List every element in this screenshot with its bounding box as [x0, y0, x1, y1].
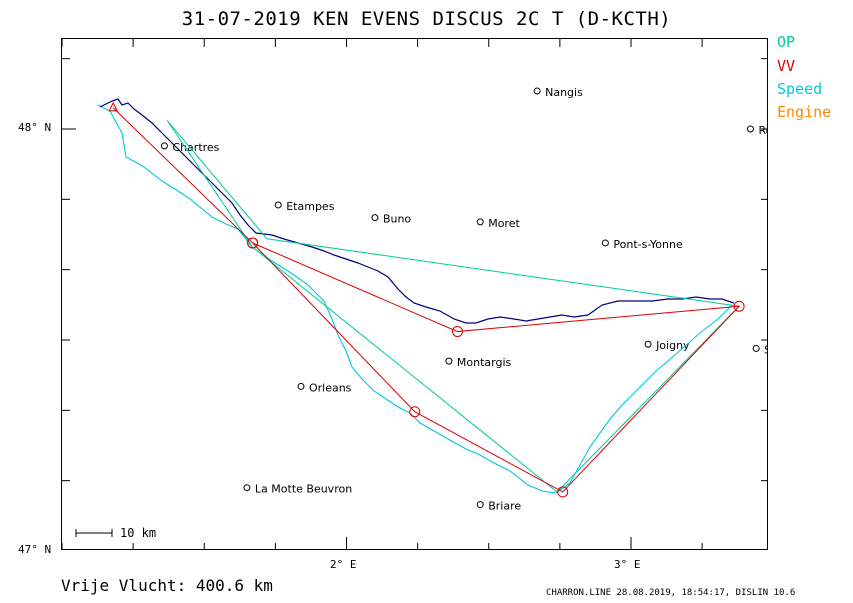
town-label: Moret: [488, 217, 520, 230]
turnpoint-circle: [557, 486, 569, 498]
town-label: Briare: [488, 500, 521, 513]
turnpoint-circle: [733, 300, 745, 312]
town-marker: [445, 357, 453, 365]
town-label: Chartres: [172, 141, 219, 154]
town-label: Montargis: [457, 356, 512, 369]
town-label: Etampes: [286, 200, 334, 213]
town-marker: [371, 214, 379, 222]
town-label: Pont-s-Yonne: [613, 238, 683, 251]
town-etampes: Etampes: [274, 200, 335, 213]
map-title: 31-07-2019 KEN EVENS DISCUS 2C T (D-KCTH…: [181, 8, 672, 30]
op-task-line: [166, 120, 741, 493]
town-marker: [243, 484, 251, 492]
town-marker: [297, 382, 305, 390]
footer-info: CHARRON.LINE 28.08.2019, 18:54:17, DISLI…: [546, 588, 796, 598]
town-marker: [476, 501, 484, 509]
flight-track: [99, 98, 735, 324]
map-frame: Nangis Chartres Etampes Buno Moret Pont-s-Yon…: [61, 38, 768, 550]
scale-bar: [75, 529, 113, 537]
town-chartres: Chartres: [160, 141, 220, 154]
town-marker: [601, 239, 609, 247]
turnpoint-markers: [108, 101, 745, 498]
speed-trace: [97, 104, 733, 494]
town-marker: [160, 142, 168, 150]
town-marker: [533, 87, 541, 95]
turnpoint-circle: [247, 237, 259, 249]
turnpoint-circle: [409, 406, 421, 418]
town-briare: Briare: [476, 500, 521, 513]
town-orleans: Orleans: [297, 381, 352, 394]
town-moret: Moret: [476, 217, 520, 230]
y-label-47n: 47° N: [18, 543, 52, 556]
x-label-2e: 2° E: [330, 558, 357, 571]
legend-vv: VV: [777, 57, 796, 75]
town-montargis: Montargis: [445, 356, 512, 369]
map-canvas: Nangis Chartres Etampes Buno Moret Pont-s-Yon…: [62, 39, 768, 549]
town-marker: [644, 340, 652, 348]
town-nangis: Nangis: [533, 86, 583, 99]
town-marker: [752, 344, 760, 352]
legend-op: OP: [777, 33, 796, 51]
town-la-motte-beuvron: La Motte Beuvron: [243, 483, 352, 496]
legend-engine: Engine: [777, 103, 832, 121]
town-pont-s-yonne: Pont-s-Yonne: [601, 238, 683, 251]
axis-ticks: [62, 39, 767, 549]
x-label-3e: 3° E: [614, 558, 641, 571]
legend-speed: Speed: [777, 80, 823, 98]
scale-bar-label: 10 km: [120, 526, 157, 540]
town-buno: Buno: [371, 213, 411, 226]
town-label: Nangis: [545, 86, 583, 99]
vv-task-line: [112, 107, 741, 493]
start-triangle: [108, 101, 119, 112]
town-marker: [476, 218, 484, 226]
town-label: S: [764, 343, 768, 356]
town-marker: [746, 125, 754, 133]
town-s: S: [752, 343, 768, 356]
town-label: Ro: [758, 124, 768, 137]
town-label: La Motte Beuvron: [255, 483, 352, 496]
town-marker: [274, 201, 282, 209]
turnpoint-circle: [451, 326, 463, 338]
distance-label: Vrije Vlucht: 400.6 km: [61, 576, 273, 595]
town-ro: Ro: [746, 124, 768, 137]
town-label: Buno: [383, 213, 411, 226]
town-joigny: Joigny: [644, 339, 690, 352]
y-label-48n: 48° N: [18, 121, 52, 134]
town-label: Orleans: [309, 381, 352, 394]
towns-layer: Nangis Chartres Etampes Buno Moret Pont-s-Yon…: [160, 86, 768, 513]
